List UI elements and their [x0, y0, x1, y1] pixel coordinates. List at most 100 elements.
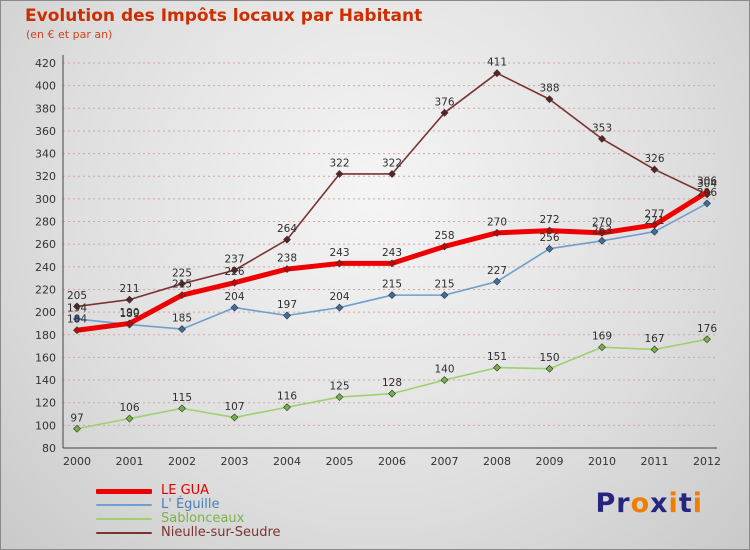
logo-letter: P	[595, 488, 617, 519]
data-point-marker	[545, 95, 554, 104]
value-label: 150	[539, 352, 559, 364]
chart-title: Evolution des Impôts locaux par Habitant	[25, 6, 423, 26]
value-label: 204	[224, 291, 244, 303]
data-point-marker	[125, 295, 134, 304]
legend-label: L' Éguille	[161, 497, 220, 512]
data-point-marker	[283, 265, 291, 274]
data-point-marker	[335, 303, 344, 312]
data-point-marker	[283, 235, 291, 244]
x-tick-label: 2008	[483, 455, 511, 468]
y-tick-label: 340	[35, 148, 56, 161]
data-point-marker	[230, 266, 239, 275]
data-point-marker	[178, 279, 186, 288]
y-tick-label: 240	[35, 261, 56, 274]
value-label: 256	[539, 232, 559, 244]
data-point-marker	[73, 302, 81, 311]
value-label: 322	[382, 157, 402, 169]
value-label: 237	[224, 254, 244, 266]
legend-line-swatch	[96, 518, 152, 520]
value-label: 205	[67, 290, 87, 302]
value-label: 270	[592, 216, 612, 228]
data-point-marker	[650, 165, 659, 174]
value-label: 116	[277, 391, 297, 403]
y-tick-label: 140	[35, 374, 56, 387]
value-label: 151	[487, 351, 507, 363]
y-tick-label: 160	[35, 351, 56, 364]
legend-line-swatch	[96, 504, 152, 506]
value-label: 304	[697, 178, 717, 190]
value-label: 107	[224, 401, 244, 413]
value-label: 264	[277, 223, 297, 235]
data-point-marker	[545, 244, 554, 253]
data-point-marker	[125, 414, 134, 423]
value-label: 204	[329, 291, 349, 303]
value-label: 227	[487, 265, 507, 277]
x-tick-label: 2012	[693, 455, 721, 468]
logo-letter: t	[678, 488, 693, 519]
value-label: 263	[592, 224, 612, 236]
value-label: 194	[67, 302, 87, 314]
y-tick-label: 280	[35, 216, 56, 229]
data-point-marker	[388, 170, 396, 178]
data-point-marker	[230, 413, 239, 422]
data-point-marker	[440, 291, 449, 300]
value-label: 189	[119, 308, 139, 320]
y-tick-label: 420	[35, 57, 56, 70]
value-label: 411	[487, 57, 507, 69]
y-tick-label: 360	[35, 125, 56, 138]
value-label: 190	[119, 307, 139, 319]
value-label: 353	[592, 122, 612, 134]
value-label: 322	[329, 157, 349, 169]
value-label: 215	[172, 279, 192, 291]
data-point-marker	[178, 291, 186, 300]
data-point-marker	[335, 393, 344, 401]
line-chart: 80 100 120 140 160 180 200 220 240 260 280 300 320 34…	[35, 55, 721, 468]
value-label: 215	[434, 279, 454, 291]
x-tick-label: 2011	[641, 455, 669, 468]
data-point-marker	[283, 403, 291, 412]
data-point-marker	[440, 108, 449, 117]
legend-line-swatch	[96, 532, 152, 534]
y-tick-label: 300	[35, 193, 56, 206]
x-tick-label: 2002	[168, 455, 196, 468]
value-label: 226	[224, 266, 244, 278]
value-label: 115	[172, 392, 192, 404]
value-label: 106	[119, 402, 139, 414]
value-label: 326	[644, 153, 664, 165]
data-point-marker	[493, 69, 501, 78]
value-label: 376	[434, 96, 454, 108]
data-point-marker	[388, 389, 396, 398]
data-point-marker	[335, 170, 344, 178]
value-label: 243	[382, 247, 402, 259]
logo-letter: x	[650, 488, 669, 519]
y-tick-label: 400	[35, 80, 56, 93]
logo-letter: i	[668, 488, 679, 519]
logo-letter: o	[630, 488, 651, 519]
data-point-marker	[178, 404, 186, 413]
legend-item: Nieulle-sur-Seudre	[96, 526, 281, 540]
x-tick-label: 2006	[378, 455, 406, 468]
logo-letter: r	[616, 488, 631, 519]
value-label: 225	[172, 267, 192, 279]
x-tick-label: 2009	[536, 455, 564, 468]
legend-item: L' Éguille	[96, 498, 281, 512]
data-point-marker	[440, 376, 449, 384]
legend-label: Sablonceaux	[161, 511, 245, 526]
y-tick-label: 320	[35, 170, 56, 183]
x-tick-label: 2003	[221, 455, 249, 468]
data-point-marker	[125, 319, 134, 328]
value-label: 272	[539, 214, 559, 226]
value-label: 125	[329, 381, 349, 393]
value-label: 258	[434, 230, 454, 242]
value-label: 271	[644, 215, 664, 227]
value-label: 128	[382, 377, 402, 389]
value-label: 238	[277, 253, 297, 265]
value-label: 243	[329, 247, 349, 259]
value-label: 169	[592, 331, 612, 343]
data-point-marker	[650, 345, 659, 354]
value-label: 185	[172, 313, 192, 325]
data-point-marker	[545, 364, 554, 373]
data-point-marker	[73, 326, 81, 335]
value-label: 184	[67, 314, 87, 326]
legend-item: Sablonceaux	[96, 512, 281, 526]
